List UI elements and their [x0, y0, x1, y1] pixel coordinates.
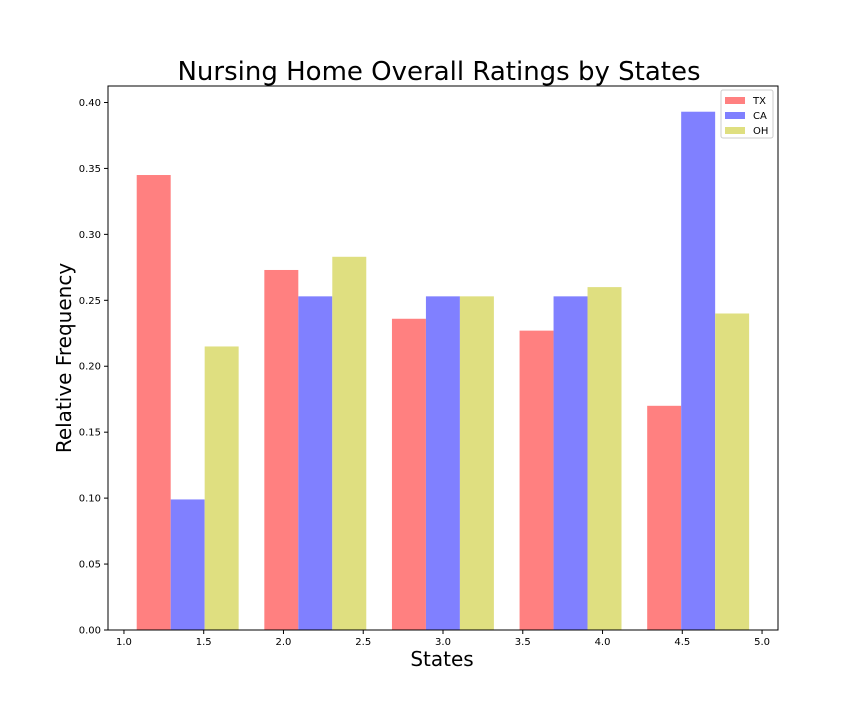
x-tick-label: 2.5 — [355, 637, 371, 648]
legend-swatch-ca — [725, 112, 745, 119]
bar-ca-3 — [425, 296, 460, 630]
y-tick-label: 0.05 — [79, 560, 101, 571]
y-tick-label: 0.00 — [79, 626, 101, 637]
y-axis: 0.00 0.05 0.10 0.15 0.20 0.25 0.30 0.35 0.40 — [79, 98, 108, 637]
chart-title: Nursing Home Overall Ratings by States — [177, 57, 700, 87]
legend: TX CA OH — [720, 89, 774, 139]
x-tick-label: 1.0 — [116, 637, 132, 648]
bar-ca-5 — [681, 111, 716, 630]
y-tick-label: 0.30 — [79, 230, 101, 241]
x-axis-title: States — [410, 647, 473, 671]
bar-oh-4 — [587, 287, 622, 630]
legend-label-tx: TX — [752, 96, 766, 107]
bar-tx-4 — [519, 330, 554, 630]
bar-oh-2 — [332, 256, 367, 630]
x-axis: 1.0 1.5 2.0 2.5 3.0 3.5 4.0 4.5 5.0 — [116, 630, 770, 648]
bar-ca-1 — [170, 499, 205, 630]
bar-oh-5 — [715, 313, 750, 630]
bar-oh-1 — [204, 346, 239, 630]
x-tick-label: 4.5 — [674, 637, 690, 648]
x-tick-label: 3.5 — [515, 637, 531, 648]
y-tick-label: 0.35 — [79, 164, 101, 175]
y-tick-label: 0.15 — [79, 428, 101, 439]
legend-label-oh: OH — [753, 126, 768, 137]
x-tick-label: 4.0 — [595, 637, 611, 648]
bar-tx-1 — [136, 175, 171, 630]
x-tick-label: 3.0 — [435, 637, 451, 648]
legend-swatch-oh — [725, 127, 745, 134]
y-tick-label: 0.40 — [79, 98, 101, 109]
bar-tx-3 — [391, 318, 426, 630]
x-tick-label: 2.0 — [276, 637, 292, 648]
y-axis-title: Relative Frequency — [52, 263, 76, 453]
y-tick-label: 0.20 — [79, 362, 101, 373]
y-tick-label: 0.10 — [79, 494, 101, 505]
bar-ca-4 — [553, 296, 588, 630]
legend-label-ca: CA — [753, 111, 767, 122]
bar-tx-5 — [647, 405, 682, 630]
y-tick-label: 0.25 — [79, 296, 101, 307]
x-tick-label: 1.5 — [196, 637, 212, 648]
bar-oh-3 — [459, 296, 494, 630]
bar-tx-2 — [264, 269, 299, 630]
bar-ca-2 — [298, 296, 333, 630]
x-tick-label: 5.0 — [754, 637, 770, 648]
legend-swatch-tx — [725, 97, 745, 104]
bars-group — [136, 111, 750, 630]
